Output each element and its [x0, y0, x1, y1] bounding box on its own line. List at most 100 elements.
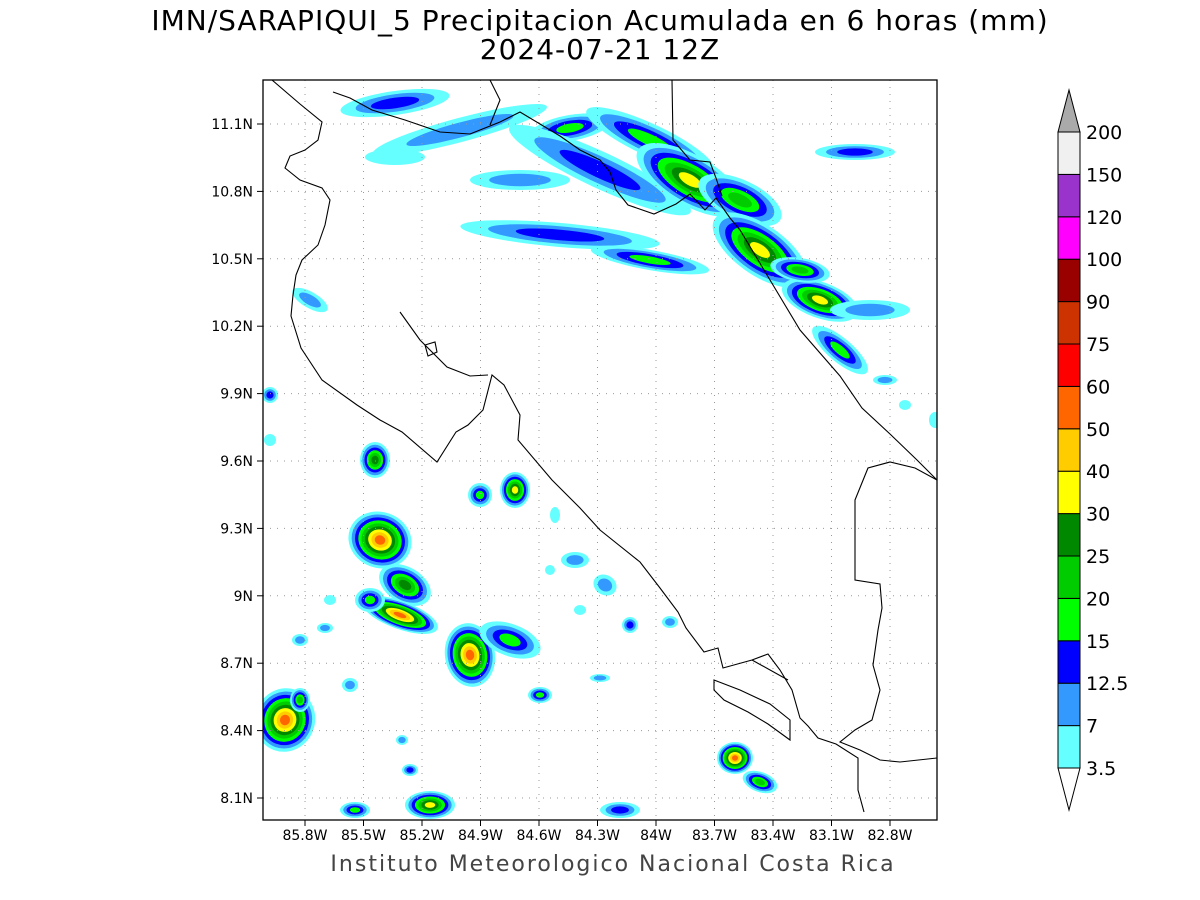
colorbar-segment	[1057, 470, 1081, 515]
precip-contour	[929, 412, 937, 428]
precip-contour	[556, 122, 584, 134]
precip-cell	[593, 574, 617, 596]
precip-cell	[263, 688, 316, 752]
colorbar-label: 20	[1086, 588, 1110, 610]
precip-contour	[830, 341, 850, 359]
colorbar-segment	[1057, 725, 1081, 769]
precip-contour	[535, 692, 545, 698]
precip-cell	[355, 588, 385, 612]
lat-label: 10.2N	[211, 319, 253, 335]
colorbar-label: 90	[1086, 292, 1110, 314]
precip-contour	[406, 767, 414, 773]
lon-label: 84.3W	[575, 828, 620, 844]
precip-cell	[263, 387, 278, 403]
colorbar-label: 3.5	[1086, 758, 1116, 780]
lon-label: 83.1W	[809, 828, 854, 844]
colorbar-max-arrow	[1057, 88, 1081, 133]
precip-contour	[750, 242, 770, 258]
colorbar-segment	[1057, 682, 1081, 727]
precip-cell	[365, 149, 425, 165]
colorbar-label: 25	[1086, 546, 1110, 568]
precip-cell	[545, 565, 555, 575]
precip-cell	[528, 687, 552, 703]
lat-label: 10.8N	[211, 184, 253, 200]
precip-cell	[815, 144, 895, 160]
precip-contour	[279, 714, 291, 726]
precip-contour	[566, 555, 584, 565]
footer-credit: Instituto Meteorologico Nacional Costa R…	[330, 852, 896, 877]
longitude-labels: 85.8W 85.5W 85.2W 84.9W 84.6W 84.3W 84W 83.7W 83…	[282, 828, 912, 844]
precip-cell	[402, 764, 418, 776]
precip-contour	[837, 148, 873, 156]
colorbar-segment	[1057, 597, 1081, 642]
precip-contour	[515, 228, 605, 242]
precip-cell	[317, 623, 333, 633]
precip-contour	[665, 618, 675, 626]
precip-contour	[349, 807, 361, 813]
precip-contour	[264, 434, 276, 446]
lat-label: 8.1N	[220, 791, 253, 807]
precip-cell	[324, 595, 336, 605]
precip-cell	[830, 300, 910, 320]
colorbar-label: 12.5	[1086, 673, 1128, 695]
precip-contour	[597, 578, 613, 592]
precip-contour	[728, 192, 752, 208]
precip-cell	[600, 802, 640, 818]
precip-contour	[299, 292, 321, 308]
precip-contour	[424, 802, 436, 808]
precip-cell	[292, 287, 328, 313]
precip-contour	[475, 490, 485, 500]
colorbar-segment	[1057, 385, 1081, 430]
precip-cell	[742, 770, 778, 794]
colorbar-segment	[1057, 555, 1081, 599]
colorbar-label: 200	[1086, 122, 1122, 144]
lat-label: 8.7N	[220, 656, 253, 672]
colorbar-segment	[1057, 343, 1081, 387]
precip-contour	[499, 633, 521, 647]
precip-contour	[371, 455, 379, 465]
precip-cell	[264, 434, 276, 446]
chart-title: IMN/SARAPIQUI_5 Precipitacion Acumulada …	[151, 4, 1049, 37]
precip-cell	[460, 220, 660, 250]
precip-cell	[340, 88, 450, 118]
colorbar-label: 15	[1086, 631, 1110, 653]
precip-contour	[297, 696, 303, 704]
precip-contour	[550, 507, 560, 523]
map-frame	[262, 79, 938, 821]
precip-cell	[290, 688, 310, 712]
colorbar-label: 40	[1086, 461, 1110, 483]
lat-label: 10.5N	[211, 252, 253, 268]
precipitation-field	[263, 88, 937, 819]
precip-cell	[292, 634, 308, 646]
lat-label: 8.4N	[220, 724, 253, 740]
colorbar-segment	[1057, 173, 1081, 218]
colorbar-segment	[1057, 258, 1081, 303]
colorbar-label: 150	[1086, 164, 1122, 186]
precip-cell	[590, 245, 710, 275]
precip-contour	[593, 675, 607, 681]
lon-label: 82.8W	[867, 828, 912, 844]
lon-label: 84W	[640, 828, 672, 844]
colorbar-label: 100	[1086, 249, 1122, 271]
lat-label: 9N	[234, 589, 253, 605]
precip-cell	[622, 617, 638, 633]
precip-cell	[444, 623, 496, 687]
precip-contour	[374, 535, 386, 545]
precip-contour	[511, 486, 519, 494]
colorbar-label: 75	[1086, 334, 1110, 356]
precip-cell	[770, 257, 830, 283]
precip-contour	[295, 636, 305, 644]
colorbar-segment	[1057, 513, 1081, 557]
colorbar-legend: 3.5 7 12.5 15 20 25 30 40 50 60 75 90 100 120 150 200	[1057, 88, 1128, 812]
precip-contour	[398, 579, 412, 591]
precip-cell	[574, 605, 586, 615]
precip-cell	[405, 791, 455, 819]
precip-cell	[717, 742, 753, 774]
precip-cell	[662, 616, 678, 628]
precip-contour	[678, 172, 702, 188]
precip-cell	[348, 511, 412, 569]
colorbar-label: 60	[1086, 376, 1110, 398]
lon-label: 83.7W	[692, 828, 737, 844]
chart-subtitle-date: 2024-07-21 12Z	[479, 33, 721, 66]
